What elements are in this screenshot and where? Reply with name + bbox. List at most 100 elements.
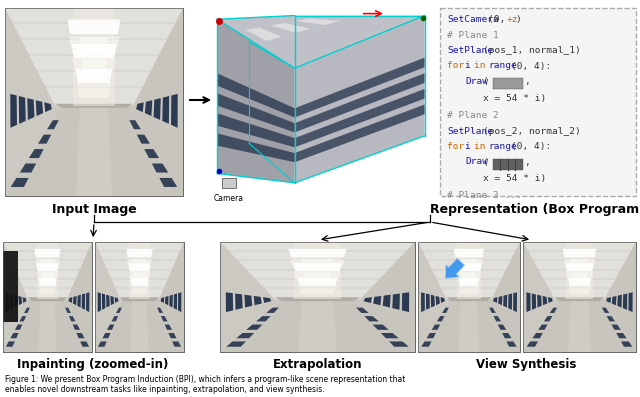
- Polygon shape: [568, 277, 591, 286]
- Polygon shape: [381, 333, 399, 338]
- Text: (: (: [483, 77, 489, 86]
- Bar: [95, 242, 184, 352]
- Polygon shape: [220, 242, 415, 299]
- Polygon shape: [217, 19, 294, 183]
- Polygon shape: [296, 19, 340, 25]
- Polygon shape: [116, 308, 122, 313]
- Polygon shape: [68, 297, 72, 303]
- Text: i: i: [465, 142, 477, 151]
- Polygon shape: [19, 316, 26, 322]
- Polygon shape: [442, 308, 449, 313]
- Polygon shape: [289, 258, 346, 268]
- Polygon shape: [5, 106, 183, 196]
- Text: Draw: Draw: [465, 158, 488, 166]
- Polygon shape: [440, 297, 445, 303]
- Polygon shape: [426, 333, 436, 338]
- Polygon shape: [86, 292, 90, 312]
- Bar: [440, 8, 636, 196]
- Polygon shape: [131, 285, 148, 295]
- Polygon shape: [129, 272, 150, 281]
- Polygon shape: [458, 277, 480, 286]
- Polygon shape: [447, 297, 492, 301]
- Polygon shape: [36, 100, 43, 116]
- Polygon shape: [566, 242, 593, 299]
- Polygon shape: [127, 258, 152, 268]
- Polygon shape: [526, 292, 531, 312]
- Polygon shape: [555, 297, 604, 301]
- Polygon shape: [462, 273, 476, 281]
- Polygon shape: [129, 120, 141, 129]
- Polygon shape: [145, 100, 152, 116]
- Polygon shape: [621, 341, 632, 347]
- Polygon shape: [566, 272, 593, 281]
- Polygon shape: [220, 299, 415, 352]
- Text: for: for: [447, 142, 470, 151]
- Polygon shape: [246, 27, 282, 41]
- Text: # Plane 1: # Plane 1: [447, 31, 499, 39]
- Polygon shape: [297, 277, 338, 286]
- Polygon shape: [304, 273, 331, 281]
- Text: Input Image: Input Image: [52, 203, 136, 216]
- Polygon shape: [364, 316, 379, 322]
- Polygon shape: [159, 178, 177, 187]
- Polygon shape: [266, 308, 279, 313]
- Polygon shape: [73, 296, 77, 305]
- Polygon shape: [456, 263, 482, 272]
- Polygon shape: [19, 296, 22, 305]
- Polygon shape: [132, 260, 147, 268]
- Polygon shape: [421, 341, 431, 347]
- Polygon shape: [373, 296, 381, 305]
- Polygon shape: [156, 242, 184, 352]
- Text: ): ): [515, 15, 521, 24]
- Polygon shape: [227, 341, 246, 347]
- Polygon shape: [294, 104, 424, 162]
- Polygon shape: [10, 333, 19, 338]
- Bar: [222, 178, 236, 189]
- Polygon shape: [606, 297, 611, 303]
- Polygon shape: [294, 58, 424, 118]
- Polygon shape: [157, 308, 163, 313]
- Polygon shape: [98, 341, 107, 347]
- Polygon shape: [220, 242, 282, 352]
- Polygon shape: [38, 299, 56, 352]
- Polygon shape: [29, 149, 44, 158]
- Polygon shape: [98, 292, 101, 312]
- Polygon shape: [217, 15, 424, 68]
- Polygon shape: [42, 273, 54, 281]
- Text: Camera: Camera: [214, 195, 244, 203]
- Polygon shape: [79, 37, 109, 52]
- Polygon shape: [418, 299, 520, 352]
- Polygon shape: [38, 135, 51, 144]
- Bar: [493, 78, 522, 89]
- Polygon shape: [383, 295, 390, 308]
- Polygon shape: [263, 297, 271, 303]
- Polygon shape: [15, 324, 22, 330]
- Polygon shape: [95, 299, 184, 352]
- Polygon shape: [77, 295, 81, 308]
- Text: (: (: [483, 158, 489, 166]
- Bar: [220, 242, 415, 352]
- Polygon shape: [161, 297, 164, 303]
- Polygon shape: [55, 104, 133, 108]
- Polygon shape: [246, 324, 262, 330]
- Bar: [493, 158, 522, 170]
- Polygon shape: [402, 292, 409, 312]
- Polygon shape: [136, 102, 144, 112]
- Text: x = 54 * i): x = 54 * i): [483, 94, 547, 102]
- Polygon shape: [76, 68, 113, 83]
- Text: range: range: [488, 142, 516, 151]
- Polygon shape: [568, 299, 591, 352]
- Polygon shape: [459, 285, 479, 295]
- Polygon shape: [436, 296, 440, 305]
- Polygon shape: [275, 297, 360, 301]
- Polygon shape: [133, 273, 146, 281]
- Polygon shape: [421, 292, 425, 312]
- Bar: [5, 8, 183, 196]
- Polygon shape: [523, 242, 636, 299]
- Polygon shape: [611, 324, 621, 330]
- Polygon shape: [418, 242, 451, 352]
- Polygon shape: [298, 299, 337, 352]
- Bar: [220, 242, 415, 352]
- Polygon shape: [461, 260, 477, 268]
- Polygon shape: [44, 102, 52, 112]
